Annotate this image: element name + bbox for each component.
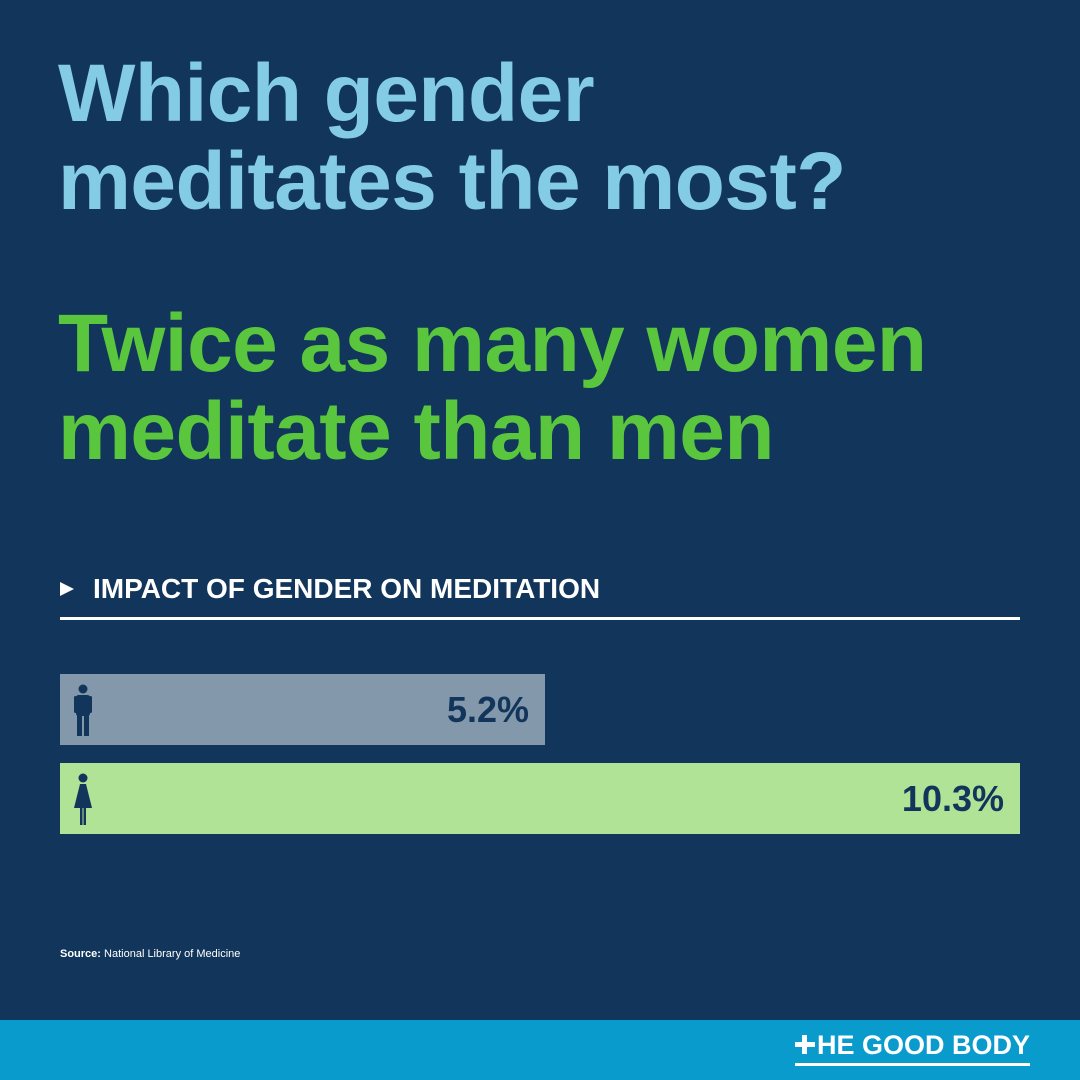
question-heading: Which gender meditates the most? — [58, 50, 846, 226]
bar-women: 10.3% — [60, 763, 1020, 834]
source-note: Source: National Library of Medicine — [60, 948, 240, 960]
answer-line-1: Twice as many women — [58, 298, 927, 389]
brand-underline — [794, 1063, 1030, 1066]
source-label: Source: — [60, 948, 101, 960]
chart-header: IMPACT OF GENDER ON MEDITATION — [60, 572, 600, 606]
plus-icon — [794, 1030, 815, 1060]
woman-icon — [74, 773, 92, 825]
play-triangle-icon — [60, 582, 74, 596]
source-text: National Library of Medicine — [100, 948, 241, 960]
bar-value-women: 10.3% — [901, 778, 1004, 819]
answer-heading: Twice as many women meditate than men — [58, 300, 927, 476]
brand-logo: HE GOOD BODY — [794, 1030, 1030, 1070]
chart-title: IMPACT OF GENDER ON MEDITATION — [93, 573, 601, 604]
footer-bar: HE GOOD BODY — [0, 1020, 1080, 1080]
question-line-1: Which gender — [58, 48, 595, 139]
answer-line-2: meditate than men — [58, 386, 774, 477]
bar-men: 5.2% — [60, 674, 545, 745]
bar-value-men: 5.2% — [446, 689, 529, 730]
man-icon — [74, 684, 92, 736]
brand-name: HE GOOD BODY — [816, 1030, 1030, 1060]
question-line-2: meditates the most? — [58, 136, 846, 227]
divider — [60, 617, 1020, 620]
